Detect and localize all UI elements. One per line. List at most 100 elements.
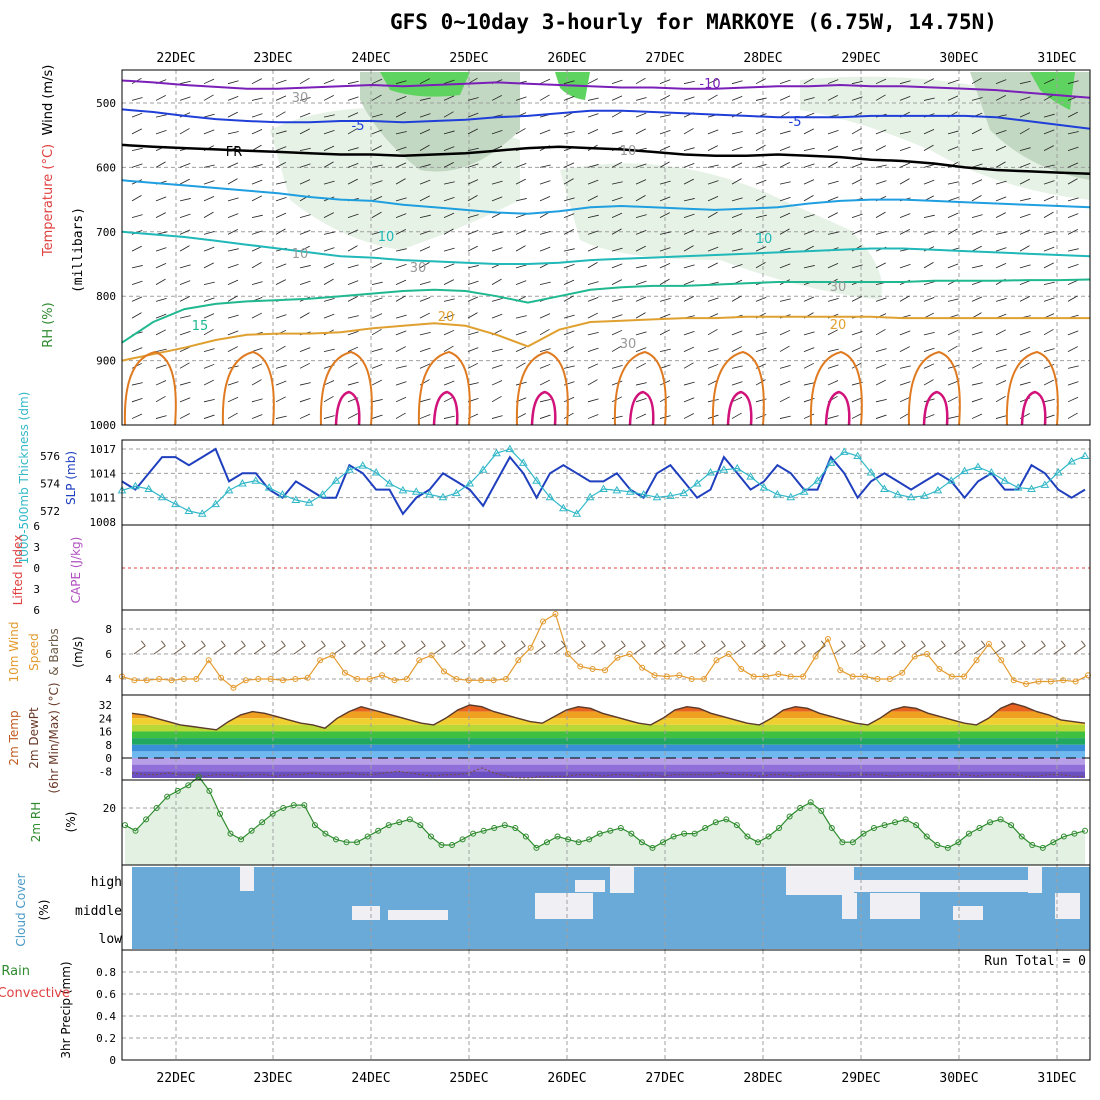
data-point <box>427 833 434 840</box>
wind-barb <box>995 262 1007 269</box>
wind-barb <box>443 298 455 302</box>
wind-barb <box>203 297 215 302</box>
wind-barb <box>323 180 335 185</box>
wind-barb <box>467 347 479 352</box>
wind-barb <box>563 197 575 202</box>
wind-barb <box>779 364 791 369</box>
data-point <box>765 833 772 840</box>
wind-barb <box>893 645 906 655</box>
temp-band <box>132 738 1085 745</box>
wind-barb <box>443 247 455 252</box>
thickness-markers <box>117 444 1090 517</box>
data-point <box>987 468 996 476</box>
wind-barb <box>755 230 767 235</box>
wind-barb <box>203 94 214 101</box>
wind-barb <box>443 111 454 118</box>
wind-barb-feather <box>620 640 626 647</box>
wind-barb <box>347 381 359 386</box>
wind-barb <box>467 128 478 135</box>
wind-barb <box>419 113 431 118</box>
wind-barb <box>707 94 718 101</box>
wind-barb <box>779 146 791 152</box>
y-tick-label: 600 <box>96 161 116 174</box>
wind-barb <box>875 164 887 168</box>
wind-barb <box>803 265 815 269</box>
wind-barb <box>683 229 695 235</box>
wind-barb <box>971 331 983 336</box>
wind-barb-feather <box>220 640 226 647</box>
wind-barb <box>1067 396 1079 403</box>
wind-barb <box>755 246 767 252</box>
data-point <box>364 833 371 840</box>
data-point <box>589 666 596 672</box>
wind-barb <box>611 111 622 118</box>
wind-barb <box>155 247 167 252</box>
cloud-gap <box>790 880 1030 892</box>
wind-barb <box>779 396 790 403</box>
wind-barb <box>203 246 215 252</box>
data-point <box>776 824 783 831</box>
wind-barb <box>755 347 767 352</box>
wind-barb <box>683 381 695 386</box>
data-point <box>1010 677 1017 684</box>
data-point <box>723 816 730 823</box>
date-label-bottom: 25DEC <box>449 1071 488 1086</box>
wind-barb <box>491 278 502 285</box>
wind-barb <box>323 262 335 269</box>
wind-barb <box>923 379 934 386</box>
isotherm-line <box>1020 390 1047 426</box>
data-point <box>639 664 646 671</box>
data-point <box>1080 451 1090 459</box>
wind-barb <box>203 313 215 319</box>
wind-barb <box>275 79 287 85</box>
data-point <box>732 463 742 472</box>
wind-barb <box>971 128 982 135</box>
wind-barb <box>731 248 743 252</box>
wind-barb <box>659 247 671 252</box>
wind-barb <box>611 329 623 336</box>
wind-barb <box>827 329 838 336</box>
data-point <box>132 827 139 834</box>
isotherm-line <box>123 350 177 426</box>
wind-barb <box>995 364 1007 369</box>
y-tick-label: 0.4 <box>96 1010 116 1023</box>
data-point <box>1023 681 1030 687</box>
data-point <box>195 773 202 780</box>
data-point <box>224 485 234 494</box>
wind-barb <box>923 78 934 85</box>
data-point <box>744 833 751 840</box>
cloud-gap <box>842 893 857 919</box>
rh-area <box>380 72 470 97</box>
wind-barb <box>179 362 190 369</box>
wind-barb <box>611 314 623 319</box>
wind-speed-line <box>121 613 1089 689</box>
wind-barb-feather <box>380 640 386 647</box>
isotherm-line <box>121 79 1091 99</box>
wind-barb <box>635 163 647 168</box>
wind-barb <box>875 145 886 152</box>
wind-barb <box>227 263 239 269</box>
data-point <box>973 657 980 664</box>
wind-barb-feather <box>760 640 766 647</box>
wind-barb <box>1043 196 1055 202</box>
wind-barb <box>155 278 166 285</box>
wind-barb <box>467 280 479 285</box>
cloud-gap <box>240 867 254 891</box>
wind-barb <box>659 329 670 336</box>
wind-barb <box>851 163 863 168</box>
data-point <box>976 824 983 831</box>
wind-barb <box>973 645 986 655</box>
y-tick-label: 6 <box>33 604 40 617</box>
wind-barb <box>179 213 191 219</box>
data-point <box>961 673 968 680</box>
data-point <box>639 490 648 498</box>
data-point <box>329 652 336 659</box>
wind-barb <box>731 96 743 101</box>
data-point <box>902 816 909 823</box>
wind-barb <box>395 263 407 269</box>
isotherm-line <box>334 390 361 426</box>
wind-barb <box>179 229 191 235</box>
wind-barb <box>653 645 666 655</box>
wind-barb <box>1043 246 1055 252</box>
